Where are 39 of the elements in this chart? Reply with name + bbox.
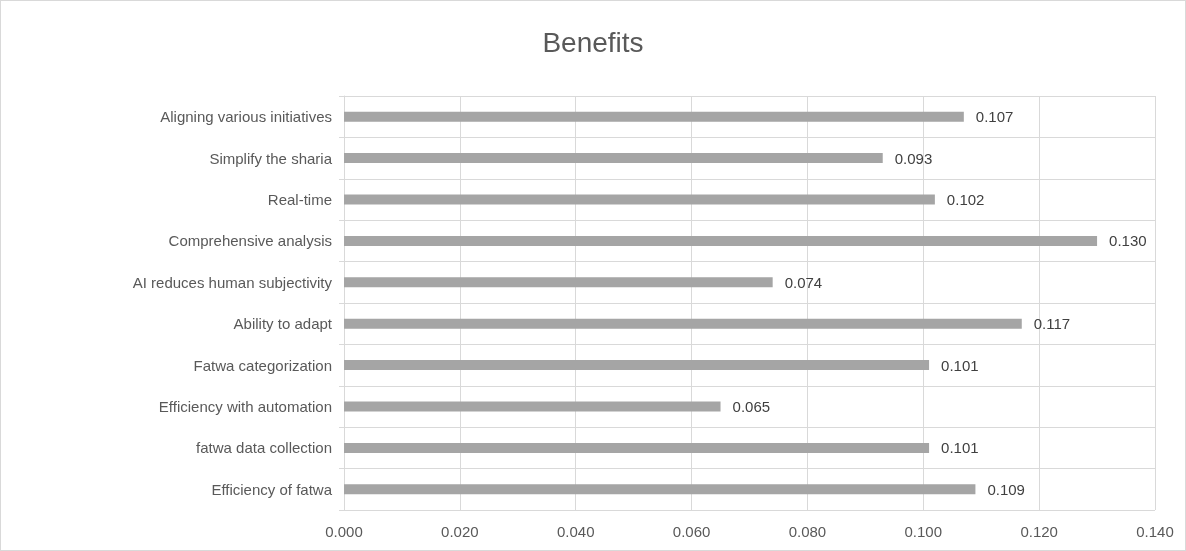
bar (344, 318, 1022, 329)
bar (344, 111, 964, 122)
x-tick-label: 0.000 (325, 523, 363, 540)
x-tick-label: 0.120 (1020, 523, 1058, 540)
y-tick-label: fatwa data collection (196, 439, 332, 457)
y-tick-label: AI reduces human subjectivity (132, 273, 333, 291)
x-tick-label: 0.040 (556, 523, 595, 540)
data-label: 0.074 (784, 273, 823, 291)
data-label: 0.130 (1109, 232, 1147, 250)
y-tick-label: Efficiency of fatwa (211, 480, 333, 498)
data-label: 0.102 (946, 191, 985, 208)
x-tick-label: 0.100 (904, 523, 943, 540)
x-tick-label: 0.060 (672, 523, 711, 540)
data-label: 0.117 (1033, 315, 1071, 333)
data-label: 0.093 (894, 149, 933, 167)
x-tick-label: 0.140 (1136, 523, 1174, 540)
bar (344, 153, 883, 164)
bar (344, 401, 721, 412)
data-label: 0.107 (975, 108, 1014, 126)
y-tick-label: Fatwa categorization (193, 356, 332, 374)
bar (344, 235, 1098, 246)
x-tick-label: 0.080 (788, 523, 827, 540)
bar (344, 360, 930, 371)
data-label: 0.065 (732, 398, 771, 415)
y-tick-label: Efficiency with automation (158, 398, 332, 415)
x-tick-label: 0.020 (441, 523, 479, 540)
y-tick-label: Simplify the sharia (209, 149, 333, 167)
y-tick-label: Comprehensive analysis (168, 232, 332, 250)
data-label: 0.109 (987, 480, 1025, 498)
bar (344, 442, 930, 453)
y-tick-label: Real-time (267, 191, 332, 208)
bar (344, 484, 976, 495)
data-label: 0.101 (941, 439, 979, 457)
data-label: 0.101 (941, 356, 979, 374)
y-tick-label: Aligning various initiatives (160, 108, 332, 126)
bar (344, 277, 773, 288)
chart-title: Benefits (542, 26, 644, 58)
y-tick-label: Ability to adapt (233, 315, 333, 333)
bar (344, 194, 935, 205)
